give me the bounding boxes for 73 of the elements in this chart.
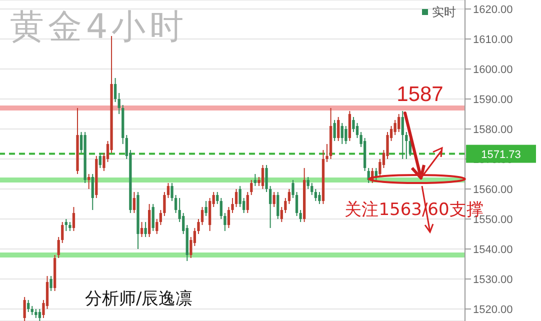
candlestick bbox=[91, 174, 94, 210]
candlestick bbox=[401, 110, 404, 160]
candlestick bbox=[398, 114, 400, 132]
candlestick bbox=[118, 92, 120, 114]
legend-label: 实时 bbox=[432, 5, 456, 19]
candlestick bbox=[50, 276, 52, 292]
candlestick bbox=[254, 174, 257, 186]
candlestick bbox=[276, 192, 280, 220]
candlestick bbox=[200, 206, 204, 226]
y-tick-label: 1580.00 bbox=[473, 124, 513, 136]
candlestick bbox=[310, 182, 314, 196]
candlestick bbox=[144, 222, 147, 238]
annotation: 1587 bbox=[396, 83, 444, 106]
candlestick bbox=[140, 222, 144, 238]
candlestick bbox=[292, 180, 294, 198]
candlestick bbox=[348, 110, 352, 142]
candlestick bbox=[23, 296, 26, 321]
candlestick bbox=[318, 192, 321, 204]
candlestick bbox=[132, 192, 136, 214]
candlestick bbox=[224, 212, 226, 232]
candlestick bbox=[314, 188, 317, 202]
chart-title: 黄金4小时 bbox=[10, 6, 188, 49]
candlestick bbox=[295, 192, 298, 216]
candlestick bbox=[333, 120, 336, 142]
candlestick bbox=[88, 174, 90, 190]
y-tick-label: 1610.00 bbox=[473, 34, 513, 46]
candlestick bbox=[227, 206, 230, 228]
candlestick bbox=[272, 192, 276, 208]
candlestick bbox=[170, 182, 174, 202]
candlestick bbox=[156, 218, 158, 234]
candlestick bbox=[148, 204, 151, 238]
y-tick-label: 1520.00 bbox=[473, 304, 513, 316]
candlestick bbox=[352, 116, 355, 132]
candlestick bbox=[231, 198, 234, 214]
candlestick bbox=[306, 176, 310, 190]
candlestick bbox=[405, 132, 408, 160]
candlestick bbox=[280, 206, 283, 222]
candlestick bbox=[246, 192, 249, 214]
candlestick bbox=[114, 78, 117, 102]
candlestick bbox=[344, 126, 348, 144]
candlestick bbox=[238, 186, 242, 208]
candlestick bbox=[337, 116, 340, 142]
y-tick-label: 1550.00 bbox=[473, 214, 513, 226]
candlestick bbox=[326, 144, 328, 162]
candlestick bbox=[61, 222, 64, 244]
candlestick bbox=[72, 206, 76, 232]
candlestick bbox=[216, 192, 219, 204]
candlestick bbox=[98, 152, 102, 168]
y-tick-label: 1600.00 bbox=[473, 64, 513, 76]
candlestick bbox=[208, 198, 212, 232]
candlestick bbox=[261, 164, 264, 190]
candlestick bbox=[204, 200, 208, 216]
annotation: 分析师/辰逸凛 bbox=[85, 289, 193, 309]
y-tick-label: 1590.00 bbox=[473, 94, 513, 106]
candlestick bbox=[159, 210, 162, 226]
y-tick-label: 1620.00 bbox=[473, 4, 513, 16]
candlestick bbox=[174, 194, 178, 214]
candlestick bbox=[64, 218, 68, 232]
candlestick bbox=[197, 218, 200, 234]
candlestick bbox=[234, 188, 238, 208]
candlestick bbox=[27, 300, 30, 312]
y-tick-label: 1560.00 bbox=[473, 184, 513, 196]
y-tick-label: 1540.00 bbox=[473, 244, 513, 256]
ref-line-label: 1571.73 bbox=[481, 148, 521, 161]
candlestick bbox=[152, 204, 154, 232]
candlestick bbox=[250, 180, 253, 196]
candlestick bbox=[265, 164, 268, 192]
candlestick bbox=[340, 122, 344, 144]
y-tick-label: 1530.00 bbox=[473, 274, 513, 286]
candlestick bbox=[38, 308, 42, 321]
candlestick bbox=[268, 186, 272, 228]
candlestick bbox=[57, 236, 60, 258]
candlestick bbox=[220, 198, 222, 220]
